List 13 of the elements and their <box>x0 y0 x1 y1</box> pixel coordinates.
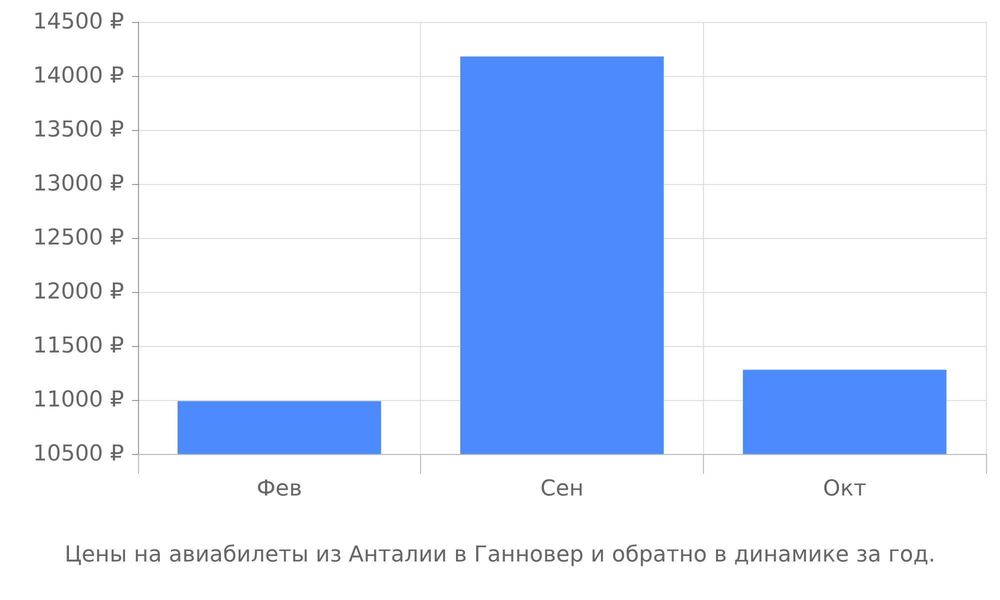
y-tick-label: 14500 ₽ <box>33 10 124 34</box>
y-tick-label: 12000 ₽ <box>33 280 124 304</box>
x-tick-label: Окт <box>822 476 867 502</box>
text: Цены на авиабилеты из Анталии в Ганновер и обратно в динамике за год. <box>64 542 936 568</box>
y-tick-label: 11500 ₽ <box>33 334 124 358</box>
x-tick-label: Сен <box>540 476 584 502</box>
y-tick-label: 11000 ₽ <box>33 388 124 412</box>
y-tick-label: 13000 ₽ <box>33 172 124 196</box>
x-tick-label: Фев <box>256 476 302 502</box>
y-tick-label: 10500 ₽ <box>33 442 124 466</box>
y-tick-label: 12500 ₽ <box>33 226 124 250</box>
y-tick-label: 13500 ₽ <box>33 118 124 142</box>
y-tick-label: 14000 ₽ <box>33 64 124 88</box>
